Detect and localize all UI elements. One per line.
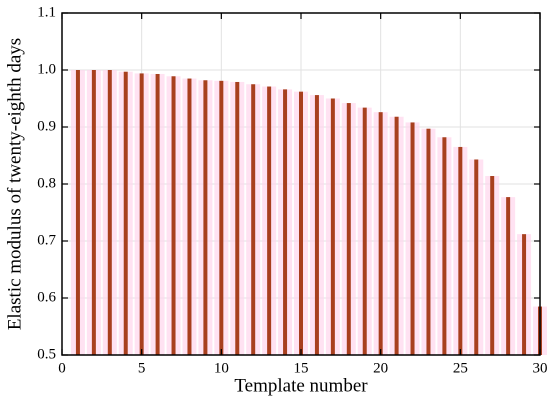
- bar: [187, 78, 192, 356]
- x-tick-label: 20: [373, 360, 388, 376]
- bar: [346, 103, 351, 355]
- bar: [155, 73, 160, 356]
- y-tick-label: 0.9: [37, 118, 56, 134]
- bar: [378, 112, 383, 356]
- bar: [362, 107, 367, 356]
- x-tick-label: 25: [453, 360, 468, 376]
- bar: [139, 73, 144, 356]
- bar: [171, 76, 176, 356]
- bar: [283, 89, 288, 355]
- bar: [474, 159, 479, 355]
- x-tick-label: 10: [214, 360, 229, 376]
- bar: [490, 176, 495, 355]
- bar: [442, 137, 447, 355]
- y-tick-label: 1.1: [37, 4, 56, 20]
- bar: [75, 70, 80, 355]
- bar: [91, 70, 96, 355]
- bar: [330, 98, 335, 355]
- bar: [458, 146, 463, 355]
- x-tick-label: 30: [533, 360, 548, 376]
- bar: [251, 84, 256, 355]
- x-axis-title: Template number: [234, 375, 368, 396]
- y-tick-label: 0.7: [37, 232, 56, 248]
- bar: [299, 91, 303, 355]
- y-tick-label: 0.8: [37, 175, 56, 191]
- bar: [394, 116, 399, 356]
- bar: [123, 71, 128, 356]
- y-tick-label: 0.5: [37, 346, 56, 362]
- bar: [219, 80, 224, 355]
- bar: [314, 95, 319, 355]
- bar: [506, 197, 511, 355]
- bar: [235, 81, 240, 355]
- x-tick-label: 5: [138, 360, 146, 376]
- bar: [267, 86, 272, 355]
- x-tick-label: 0: [58, 360, 66, 376]
- bar: [410, 122, 415, 355]
- y-tick-label: 0.6: [37, 289, 56, 305]
- bar: [203, 80, 208, 355]
- bar: [426, 128, 431, 355]
- bar: [522, 234, 527, 355]
- x-tick-label: 15: [294, 360, 309, 376]
- y-axis-title: Elastic modulus of twenty-eighth days: [4, 38, 25, 330]
- bar: [107, 70, 112, 355]
- y-tick-label: 1.0: [37, 61, 56, 77]
